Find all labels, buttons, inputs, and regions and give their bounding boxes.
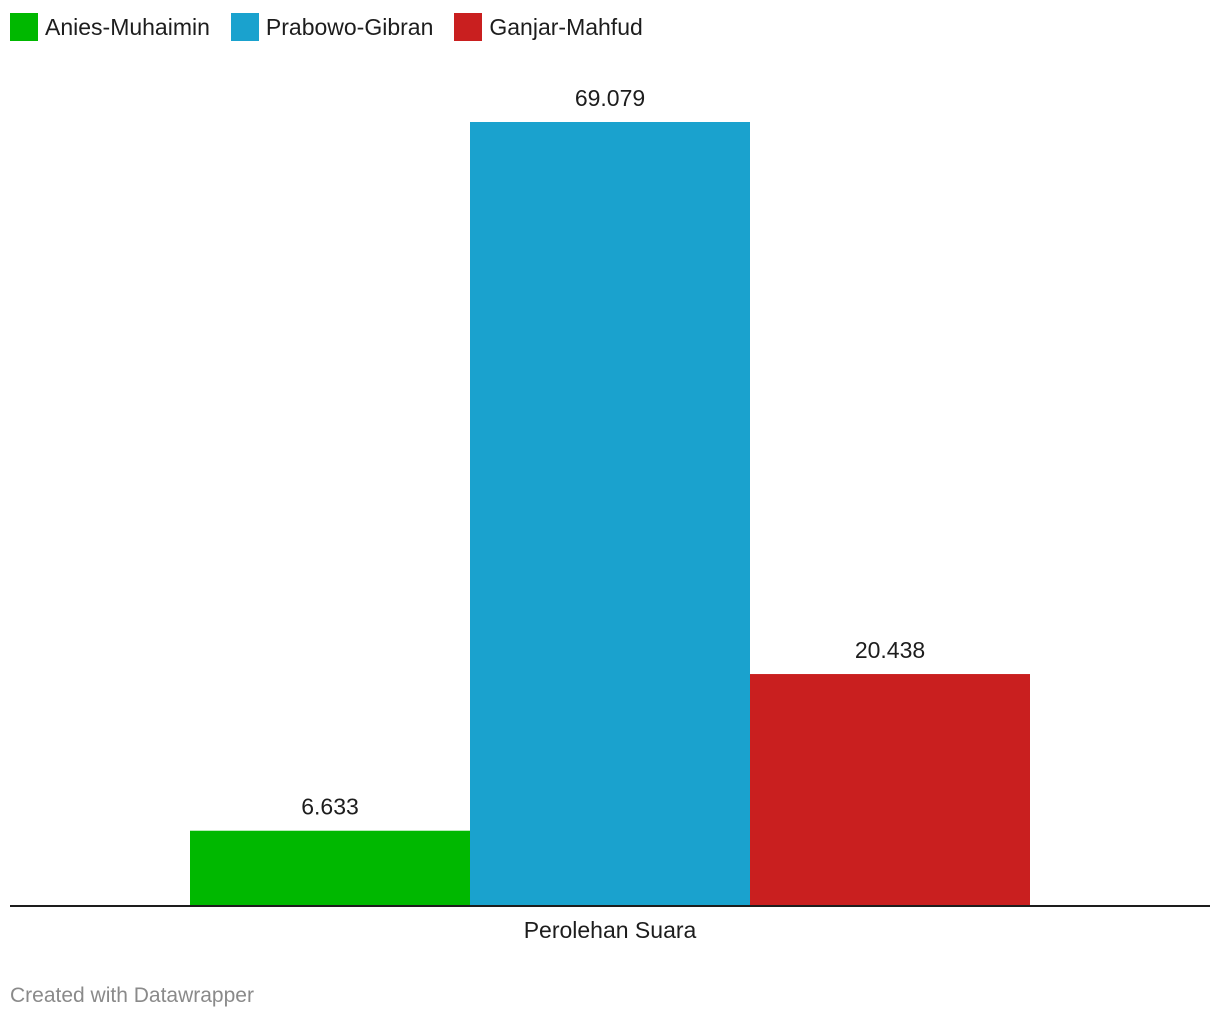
- data-label-anies-muhaimin: 6.633: [301, 794, 359, 820]
- chart-legend: Anies-Muhaimin Prabowo-Gibran Ganjar-Mah…: [10, 12, 664, 42]
- legend-item-ganjar-mahfud: Ganjar-Mahfud: [454, 13, 643, 41]
- bar-anies-muhaimin: [190, 830, 470, 906]
- legend-label-anies-muhaimin: Anies-Muhaimin: [45, 14, 210, 40]
- data-label-ganjar-mahfud: 20.438: [855, 637, 925, 663]
- legend-item-prabowo-gibran: Prabowo-Gibran: [230, 13, 434, 41]
- legend-label-prabowo-gibran: Prabowo-Gibran: [265, 14, 434, 40]
- bar-prabowo-gibran: [470, 122, 750, 906]
- legend-swatch-anies-muhaimin: [10, 13, 38, 41]
- legend-swatch-ganjar-mahfud: [454, 13, 483, 41]
- footer-credit: Created with Datawrapper: [10, 984, 254, 1007]
- legend-label-ganjar-mahfud: Ganjar-Mahfud: [489, 14, 643, 40]
- bar-ganjar-mahfud: [750, 674, 1030, 906]
- legend-swatch-prabowo-gibran: [230, 13, 259, 41]
- legend-item-anies-muhaimin: Anies-Muhaimin: [10, 13, 210, 41]
- data-label-prabowo-gibran: 69.079: [575, 85, 645, 111]
- x-tick-label: Perolehan Suara: [524, 917, 697, 943]
